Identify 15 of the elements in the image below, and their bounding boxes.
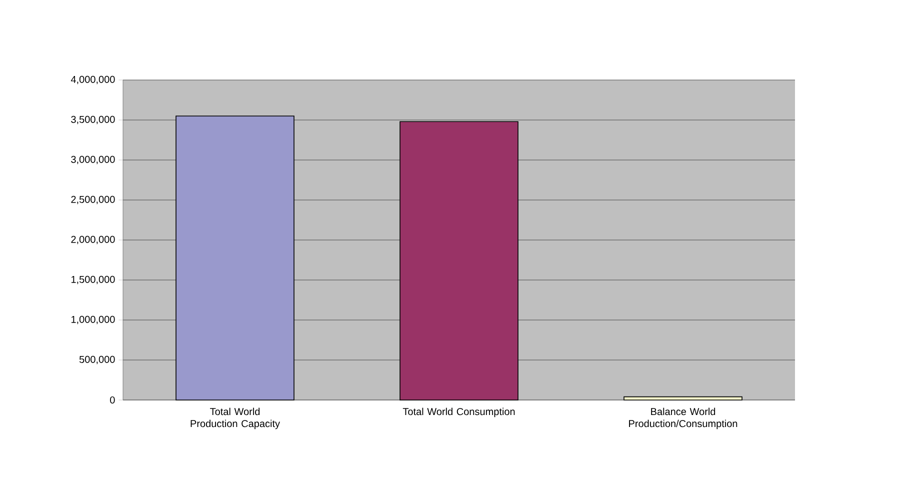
y-tick-label: 1,500,000	[71, 276, 115, 284]
x-tick-label: Total World Production Capacity	[190, 408, 280, 430]
bar	[624, 396, 742, 400]
y-tick-label: 500,000	[79, 356, 115, 364]
y-tick-label: 3,500,000	[71, 116, 115, 124]
y-tick-label: 0	[110, 396, 115, 404]
x-tick-label: Balance World Production/Consumption	[629, 408, 738, 430]
bar	[176, 116, 294, 400]
x-tick-label: Total World Consumption	[402, 408, 515, 418]
y-tick-label: 1,000,000	[71, 316, 115, 324]
y-tick-label: 3,000,000	[71, 156, 115, 164]
y-tick-label: 2,500,000	[71, 196, 115, 204]
bar	[400, 121, 518, 400]
y-tick-label: 2,000,000	[71, 236, 115, 244]
y-tick-label: 4,000,000	[70, 76, 115, 84]
